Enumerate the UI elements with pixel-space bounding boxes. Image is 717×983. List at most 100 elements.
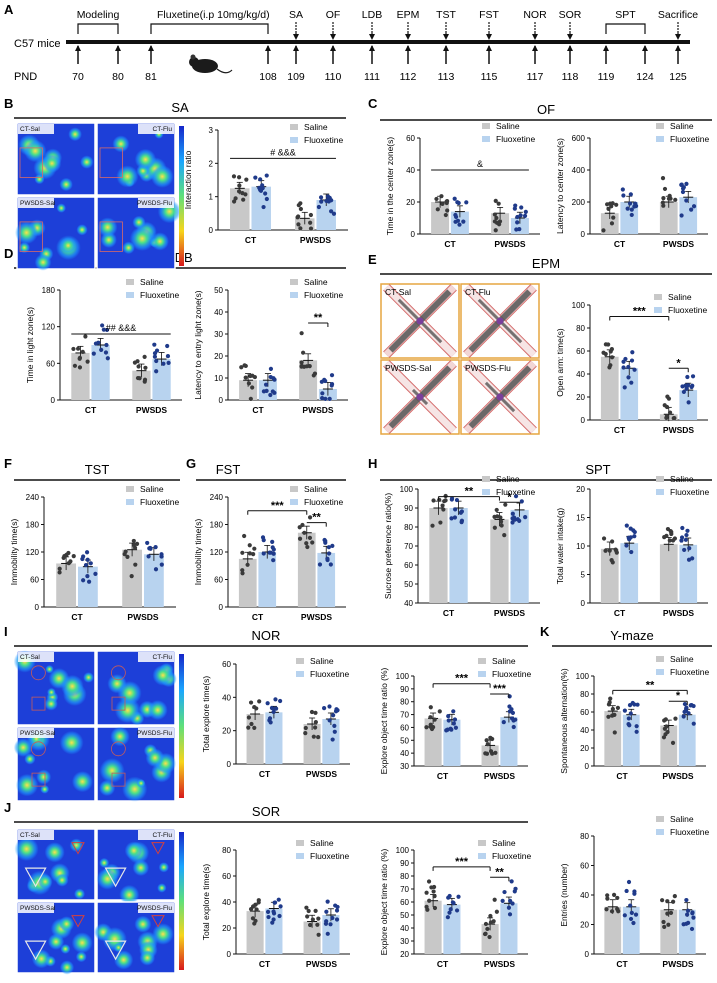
data-point <box>452 196 457 201</box>
heat-spot <box>124 841 144 860</box>
legend-swatch-fluoxetine <box>290 292 298 298</box>
arena-pwsds-flu: PWSDS-Flu <box>460 359 540 435</box>
day-arrowhead-119 <box>603 45 609 51</box>
data-point <box>85 359 90 364</box>
data-point <box>679 538 684 543</box>
data-point <box>96 340 101 345</box>
test-arrowhead <box>567 34 573 40</box>
data-point <box>459 518 465 523</box>
object-zone <box>111 696 126 711</box>
data-point <box>437 497 442 502</box>
data-point <box>492 525 497 530</box>
data-point <box>507 694 512 699</box>
legend-swatch-saline <box>290 279 298 285</box>
data-point <box>320 391 325 396</box>
y-tick-label: 70 <box>404 542 413 551</box>
data-point <box>248 700 254 705</box>
data-point <box>100 323 105 328</box>
data-point <box>146 554 151 559</box>
data-point <box>629 212 634 218</box>
data-point <box>308 226 314 231</box>
data-point <box>668 196 673 201</box>
data-point <box>513 203 518 208</box>
y-axis-label: Interaction ratio <box>183 150 193 209</box>
bar-fluoxetine-pwsds <box>510 509 529 603</box>
center-zone <box>496 393 504 401</box>
heat-spot <box>56 203 67 213</box>
test-dot <box>677 25 679 27</box>
data-point <box>329 382 335 387</box>
test-dot <box>407 25 409 27</box>
y-tick-label: 80 <box>400 698 409 707</box>
arena-ct-sal: CT-Sal <box>14 828 96 901</box>
data-point <box>626 879 632 885</box>
mouse-head <box>189 57 199 67</box>
y-tick-label: 60 <box>580 708 589 717</box>
legend-swatch-fluoxetine <box>656 829 664 835</box>
significance-label: ** <box>314 312 323 324</box>
data-point <box>91 351 96 356</box>
data-point <box>254 907 259 912</box>
data-point <box>604 907 609 912</box>
data-point <box>272 377 277 382</box>
data-point <box>153 567 159 572</box>
y-tick-label: 40 <box>404 599 413 608</box>
y-tick-label: 10 <box>576 542 585 551</box>
heat-spot <box>132 215 146 229</box>
day-arrowhead-109 <box>293 45 299 51</box>
data-point <box>326 545 331 550</box>
arena-pwsds-sal: PWSDS-Sal <box>380 359 460 435</box>
data-point <box>626 722 631 727</box>
significance-label: # &&& <box>270 147 296 157</box>
heat-spot <box>60 943 71 954</box>
y-tick-label: 60 <box>580 862 589 871</box>
y-axis-label: Explore object time ratio (%) <box>379 667 389 774</box>
heat-spot <box>80 155 94 169</box>
x-tick-label-pwsds: PWSDS <box>663 239 695 249</box>
data-point <box>61 555 66 561</box>
data-point <box>136 364 141 369</box>
y-tick-label: 50 <box>400 911 409 920</box>
data-point <box>125 554 130 560</box>
x-tick-label-pwsds: PWSDS <box>300 235 332 245</box>
data-point <box>667 538 672 543</box>
test-dot <box>488 28 490 30</box>
data-point <box>686 711 691 716</box>
data-point <box>103 350 109 355</box>
colorbar <box>179 654 184 798</box>
data-point <box>610 706 615 712</box>
test-label-ldb: LDB <box>362 9 382 21</box>
heat-spot <box>60 674 84 698</box>
data-point <box>683 537 688 542</box>
legend-swatch-saline <box>656 656 664 662</box>
data-point <box>236 189 242 194</box>
data-point <box>685 383 691 388</box>
data-point <box>93 571 98 577</box>
data-point <box>669 529 674 535</box>
heatmap-label-0: CT-Sal <box>20 126 40 133</box>
data-point <box>242 533 247 539</box>
data-point <box>450 900 455 905</box>
object-zone <box>151 842 165 855</box>
x-tick-label-ct: CT <box>614 608 626 618</box>
bar-saline-pwsds <box>659 544 678 603</box>
y-tick-label: 40 <box>222 693 231 702</box>
heat-spot <box>139 950 156 966</box>
test-arrowhead <box>675 34 681 40</box>
y-tick-label: 20 <box>580 744 589 753</box>
legend-label-saline: Saline <box>304 277 328 287</box>
data-point <box>690 374 696 379</box>
data-point <box>634 724 639 729</box>
data-point <box>609 204 614 209</box>
test-dot <box>371 25 373 27</box>
data-point <box>502 533 507 538</box>
test-arrowhead <box>443 34 449 40</box>
significance-label: ** <box>495 866 504 878</box>
data-point <box>307 363 312 369</box>
data-point <box>493 750 498 755</box>
data-point <box>305 914 310 919</box>
data-point <box>263 191 268 196</box>
data-point <box>81 554 86 559</box>
data-point <box>83 334 88 339</box>
heatmap-label-1: CT-Flu <box>153 832 173 839</box>
